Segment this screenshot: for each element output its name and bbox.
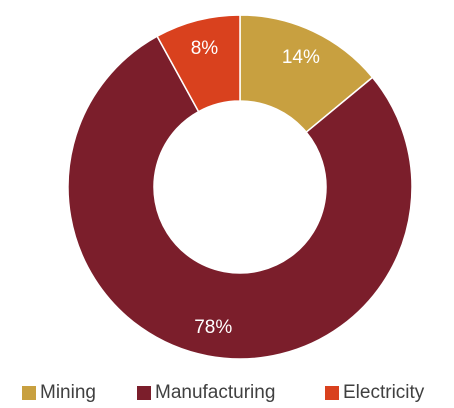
- legend-label-electricity: Electricity: [343, 382, 425, 403]
- legend-label-mining: Mining: [40, 382, 96, 403]
- slice-electricity: [156, 14, 241, 113]
- legend-swatch-electricity: [325, 386, 339, 400]
- slice-manufacturing: [67, 35, 413, 360]
- slice-labels: 14% 78% 8%: [191, 38, 320, 338]
- legend-swatch-manufacturing: [137, 386, 151, 400]
- donut-slices: [67, 14, 413, 360]
- legend-swatch-mining: [22, 386, 36, 400]
- data-label-mining: 14%: [282, 47, 320, 68]
- data-label-manufacturing: 78%: [194, 317, 232, 338]
- data-label-electricity: 8%: [191, 38, 219, 59]
- legend: Mining Manufacturing Electricity: [22, 382, 425, 403]
- legend-label-manufacturing: Manufacturing: [155, 382, 275, 403]
